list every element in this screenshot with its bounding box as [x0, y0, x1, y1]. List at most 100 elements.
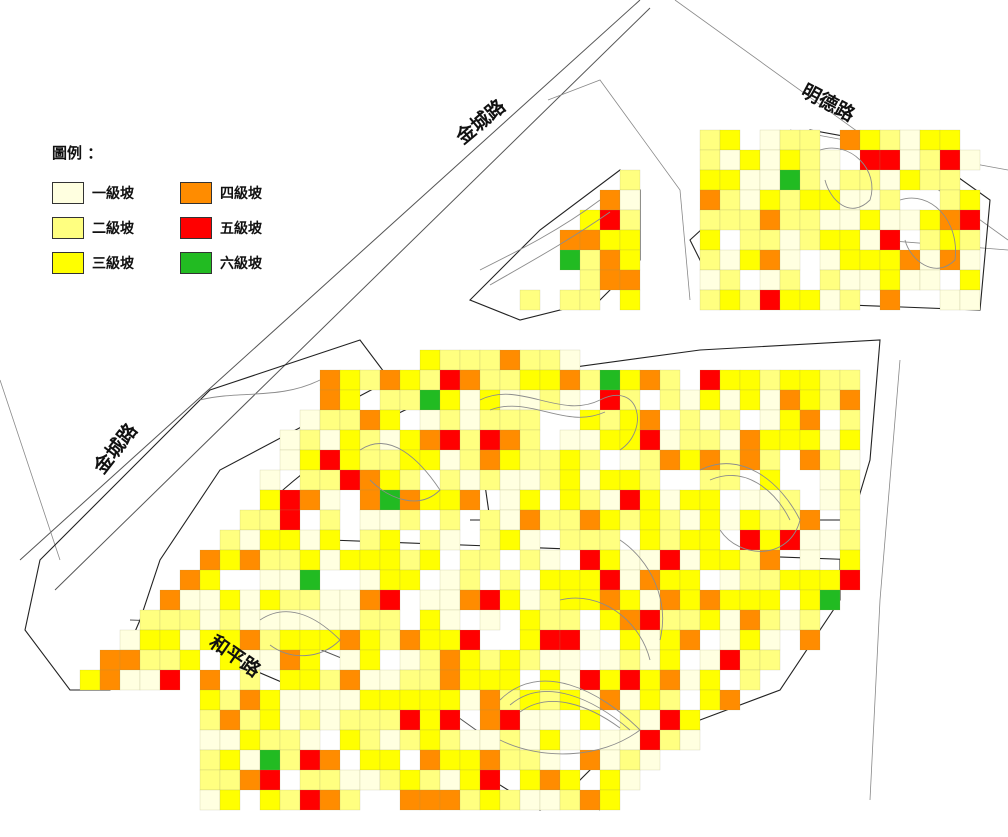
- slope-cell: [479, 729, 501, 751]
- slope-cell: [319, 589, 341, 611]
- contour-line: [509, 691, 631, 731]
- slope-cell: [599, 229, 621, 251]
- slope-cell: [559, 489, 581, 511]
- slope-cell: [819, 369, 841, 391]
- slope-cell: [879, 229, 901, 251]
- slope-cell: [879, 209, 901, 231]
- road-label-jincheng-top: 金城路: [451, 94, 511, 150]
- east-boundary: [869, 359, 901, 801]
- contour-line: [479, 393, 638, 451]
- slope-cell: [599, 729, 621, 751]
- slope-cell: [479, 349, 501, 371]
- slope-cell: [319, 449, 341, 471]
- slope-cell: [619, 649, 641, 671]
- slope-cell: [439, 569, 461, 591]
- slope-cell: [439, 509, 461, 531]
- slope-cell: [739, 609, 761, 631]
- slope-cell: [759, 249, 781, 271]
- slope-cell: [459, 389, 481, 411]
- slope-cell: [599, 389, 621, 411]
- slope-cell: [379, 489, 401, 511]
- slope-cell: [399, 389, 421, 411]
- slope-cell: [819, 569, 841, 591]
- slope-cell: [579, 549, 601, 571]
- slope-cell: [399, 549, 421, 571]
- slope-cell: [779, 489, 801, 511]
- slope-cell: [399, 729, 421, 751]
- slope-cell: [359, 649, 381, 671]
- slope-cell: [579, 229, 601, 251]
- slope-cell: [919, 269, 941, 291]
- slope-cell: [379, 669, 401, 691]
- slope-cell: [659, 729, 681, 751]
- slope-cell: [779, 429, 801, 451]
- slope-cell: [539, 469, 561, 491]
- slope-cell: [559, 609, 581, 631]
- slope-cell: [539, 449, 561, 471]
- slope-cell: [739, 589, 761, 611]
- slope-cell: [739, 189, 761, 211]
- slope-cell: [799, 149, 821, 171]
- slope-cell: [299, 669, 321, 691]
- slope-cell: [299, 569, 321, 591]
- slope-cell: [419, 669, 441, 691]
- slope-cell: [459, 469, 481, 491]
- slope-cell: [839, 489, 861, 511]
- slope-cell: [799, 569, 821, 591]
- slope-cell: [799, 429, 821, 451]
- slope-cell: [479, 529, 501, 551]
- slope-cell: [959, 149, 981, 171]
- slope-cell: [259, 509, 281, 531]
- slope-cell: [519, 289, 541, 311]
- slope-cell: [799, 389, 821, 411]
- slope-cell: [699, 149, 721, 171]
- slope-cell: [639, 429, 661, 451]
- slope-cell: [499, 489, 521, 511]
- slope-cell: [619, 269, 641, 291]
- slope-cell: [539, 609, 561, 631]
- slope-cell: [199, 569, 221, 591]
- slope-cell: [839, 409, 861, 431]
- legend-swatch: [180, 217, 212, 239]
- slope-cell: [379, 609, 401, 631]
- slope-cell: [439, 789, 461, 811]
- slope-cell: [699, 209, 721, 231]
- slope-cell: [699, 589, 721, 611]
- slope-cell: [939, 229, 961, 251]
- slope-cell: [459, 369, 481, 391]
- slope-cell: [579, 709, 601, 731]
- slope-cell: [639, 729, 661, 751]
- slope-cell: [739, 249, 761, 271]
- slope-cell: [899, 169, 921, 191]
- slope-cell: [779, 129, 801, 151]
- slope-cell: [639, 529, 661, 551]
- slope-cell: [259, 629, 281, 651]
- slope-cell: [479, 509, 501, 531]
- slope-cell: [439, 669, 461, 691]
- slope-cell: [299, 789, 321, 811]
- slope-cell: [819, 489, 841, 511]
- slope-cell: [479, 469, 501, 491]
- slope-cell: [779, 189, 801, 211]
- slope-cell: [239, 729, 261, 751]
- slope-cell: [639, 609, 661, 631]
- slope-cell: [419, 409, 441, 431]
- slope-cell: [199, 789, 221, 811]
- slope-cell: [319, 489, 341, 511]
- slope-cell: [699, 529, 721, 551]
- slope-cell: [99, 649, 121, 671]
- slope-cell: [619, 169, 641, 191]
- slope-cell: [279, 629, 301, 651]
- slope-cell: [259, 549, 281, 571]
- slope-cell: [439, 349, 461, 371]
- slope-cell: [859, 149, 881, 171]
- slope-cell: [519, 729, 541, 751]
- slope-cell: [619, 669, 641, 691]
- slope-cell: [579, 209, 601, 231]
- slope-cell: [379, 709, 401, 731]
- slope-cell: [379, 629, 401, 651]
- slope-cell: [419, 449, 441, 471]
- slope-cell: [819, 169, 841, 191]
- slope-cell: [299, 609, 321, 631]
- slope-cell: [639, 749, 661, 771]
